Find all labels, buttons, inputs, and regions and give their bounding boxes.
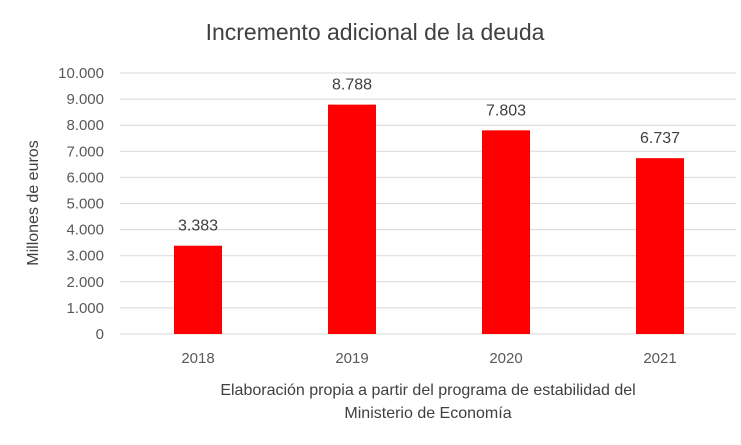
x-axis-title-line-2: Ministerio de Economía bbox=[344, 405, 511, 422]
data-label-2021: 6.737 bbox=[640, 130, 680, 147]
y-tick-label: 3.000 bbox=[66, 248, 104, 265]
y-axis-ticks: 0 1.000 2.000 3.000 4.000 5.000 6.000 7.000 8.00… bbox=[58, 65, 104, 343]
x-tick-label-2018: 2018 bbox=[181, 350, 214, 367]
bars bbox=[174, 104, 684, 334]
x-tick-label-2019: 2019 bbox=[335, 350, 368, 367]
y-tick-label: 1.000 bbox=[66, 300, 104, 317]
y-tick-label: 2.000 bbox=[66, 274, 104, 291]
y-tick-label: 4.000 bbox=[66, 222, 104, 239]
x-tick-label-2020: 2020 bbox=[489, 350, 522, 367]
gridlines bbox=[120, 72, 736, 335]
data-label-2018: 3.383 bbox=[178, 218, 218, 235]
x-axis-title-line-1: Elaboración propia a partir del programa… bbox=[220, 382, 635, 399]
y-tick-label: 0 bbox=[96, 326, 104, 343]
y-tick-label: 10.000 bbox=[58, 65, 104, 82]
bar-2020 bbox=[482, 130, 530, 334]
chart-title: Incremento adicional de la deuda bbox=[206, 19, 545, 45]
bar-2018 bbox=[174, 245, 222, 334]
data-label-2019: 8.788 bbox=[332, 77, 372, 94]
x-axis-ticks: 2018 2019 2020 2021 bbox=[181, 350, 676, 367]
y-tick-label: 6.000 bbox=[66, 169, 104, 186]
y-tick-label: 9.000 bbox=[66, 91, 104, 108]
y-axis-title: Millones de euros bbox=[25, 140, 42, 265]
data-labels: 3.383 8.788 7.803 6.737 bbox=[178, 77, 680, 235]
y-tick-label: 5.000 bbox=[66, 196, 104, 213]
bar-2019 bbox=[328, 104, 376, 334]
y-tick-label: 7.000 bbox=[66, 143, 104, 160]
bar-2021 bbox=[636, 158, 684, 334]
x-tick-label-2021: 2021 bbox=[643, 350, 676, 367]
y-tick-label: 8.000 bbox=[66, 117, 104, 134]
data-label-2020: 7.803 bbox=[486, 102, 526, 119]
